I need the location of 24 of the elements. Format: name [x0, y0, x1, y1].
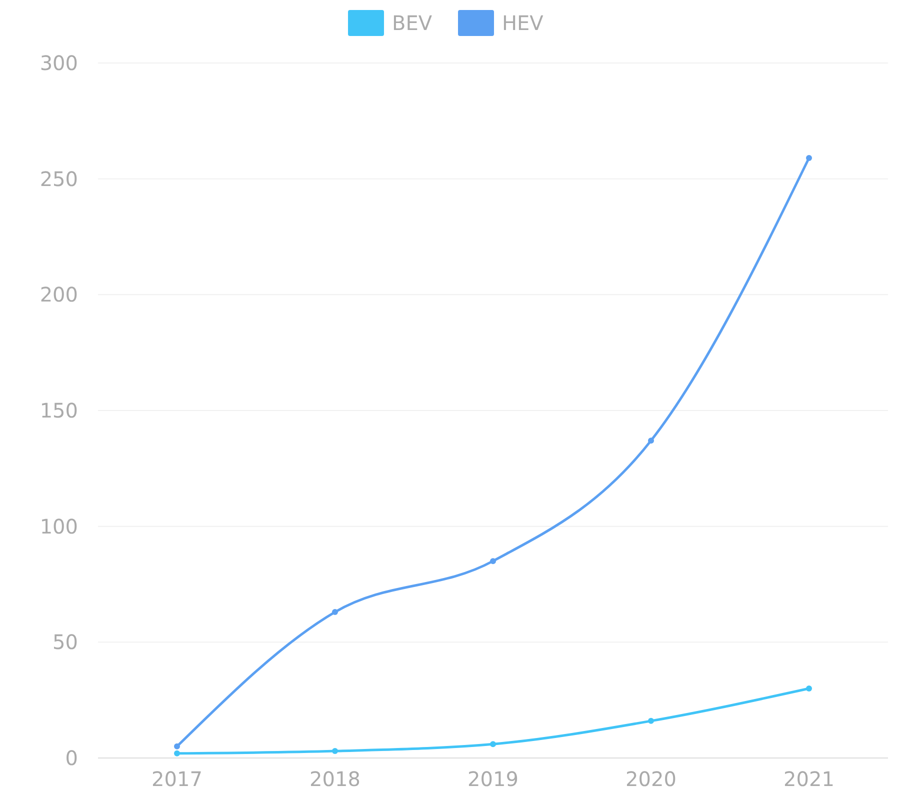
point [648, 438, 654, 444]
point [332, 609, 338, 616]
legend-label: BEV [392, 11, 432, 35]
x-tick-label: 2018 [310, 767, 360, 791]
y-tick-label: 250 [40, 166, 78, 191]
x-tick-label: 2021 [784, 767, 834, 791]
point [648, 718, 654, 724]
x-tick-label: 2019 [468, 767, 518, 791]
x-tick-label: 2017 [152, 767, 202, 791]
point [174, 750, 180, 756]
legend-label: HEV [502, 11, 544, 35]
point [490, 741, 496, 748]
x-tick-label: 2020 [626, 767, 676, 791]
point [332, 748, 338, 754]
point [806, 686, 812, 692]
point [490, 558, 496, 564]
point [174, 743, 180, 750]
y-tick-label: 50 [52, 630, 78, 654]
y-tick-label: 0 [65, 746, 78, 770]
y-tick-label: 300 [40, 51, 78, 75]
y-tick-label: 100 [40, 514, 78, 538]
y-tick-label: 200 [40, 282, 78, 307]
point [806, 154, 812, 161]
y-tick-label: 150 [40, 398, 78, 422]
